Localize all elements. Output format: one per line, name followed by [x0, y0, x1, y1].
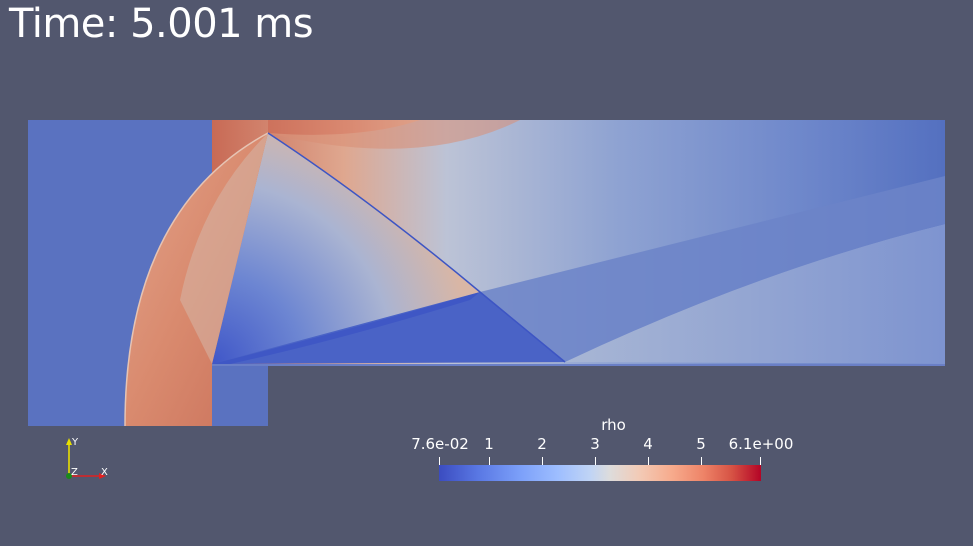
color-legend-tick: 5 — [696, 435, 706, 453]
axis-x-label: X — [101, 467, 108, 478]
reflected-region — [565, 224, 945, 364]
color-legend-tickmark — [542, 457, 543, 468]
color-legend-tickmark — [648, 457, 649, 468]
color-legend-tickmark — [701, 457, 702, 468]
mach-stem-cap-glow — [268, 120, 520, 149]
shell-inner-fade — [180, 133, 268, 364]
color-legend[interactable]: rho 7.6e-02 1 2 3 4 5 6.1e+00 — [400, 412, 820, 492]
color-legend-tickmark — [595, 457, 596, 468]
axis-z-label: Z — [71, 467, 78, 478]
reflected-shock — [267, 132, 566, 363]
orientation-axes-icon — [66, 438, 106, 479]
color-legend-tick: 7.6e-02 — [411, 435, 469, 453]
shock-front — [124, 132, 269, 427]
color-legend-tick: 1 — [484, 435, 494, 453]
color-legend-title: rho — [601, 416, 626, 434]
color-legend-tick: 6.1e+00 — [728, 435, 794, 453]
color-legend-tick: 4 — [643, 435, 653, 453]
color-legend-tickmark — [760, 457, 761, 468]
color-legend-tickmark — [439, 457, 440, 468]
axis-y-label: Y — [72, 437, 79, 448]
color-legend-bar — [439, 465, 761, 481]
step-block — [212, 364, 945, 366]
color-legend-tick: 3 — [590, 435, 600, 453]
orientation-axes: Y Z X — [60, 434, 120, 484]
color-legend-tickmark — [489, 457, 490, 468]
color-legend-tick: 2 — [537, 435, 547, 453]
time-annotation: Time: 5.001 ms — [9, 1, 314, 47]
oblique-band — [480, 176, 945, 362]
